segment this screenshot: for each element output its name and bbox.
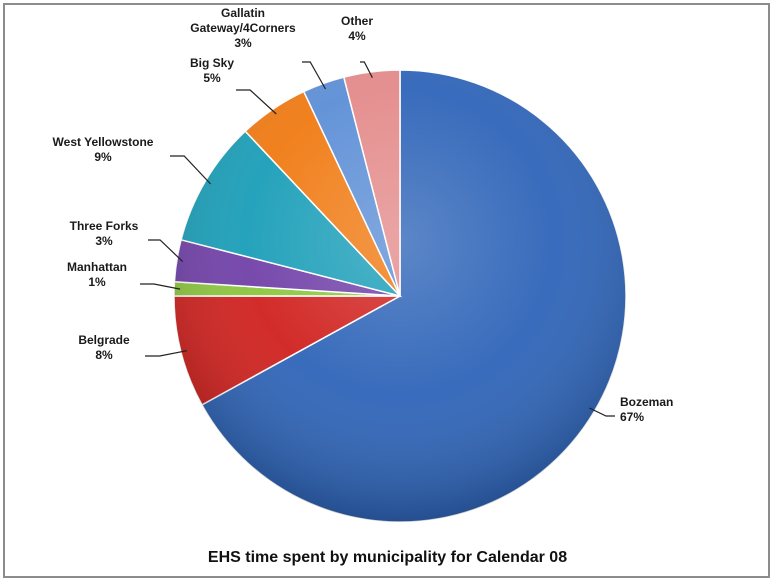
slice-label-big-sky: Big Sky 5%: [190, 56, 234, 85]
chart-title: EHS time spent by municipality for Calen…: [207, 549, 568, 566]
leader-line: [302, 61, 327, 90]
slice-label-other: Other 4%: [341, 14, 373, 43]
leader-line: [148, 239, 184, 263]
slice-label-gallatin-gateway-4corners: Gallatin Gateway/4Corners 3%: [190, 6, 296, 50]
slice-label-three-forks: Three Forks 3%: [70, 219, 139, 248]
slice-label-belgrade: Belgrade 8%: [78, 333, 130, 362]
leader-line: [140, 283, 181, 290]
leader-line: [170, 155, 212, 185]
slice-label-bozeman: Bozeman 67%: [620, 395, 673, 424]
slice-label-west-yellowstone: West Yellowstone 9%: [53, 135, 154, 164]
leader-line: [360, 61, 373, 78]
slice-label-manhattan: Manhattan 1%: [67, 260, 127, 289]
leader-line: [236, 89, 277, 115]
leader-line: [589, 407, 615, 417]
leader-line: [145, 350, 188, 357]
